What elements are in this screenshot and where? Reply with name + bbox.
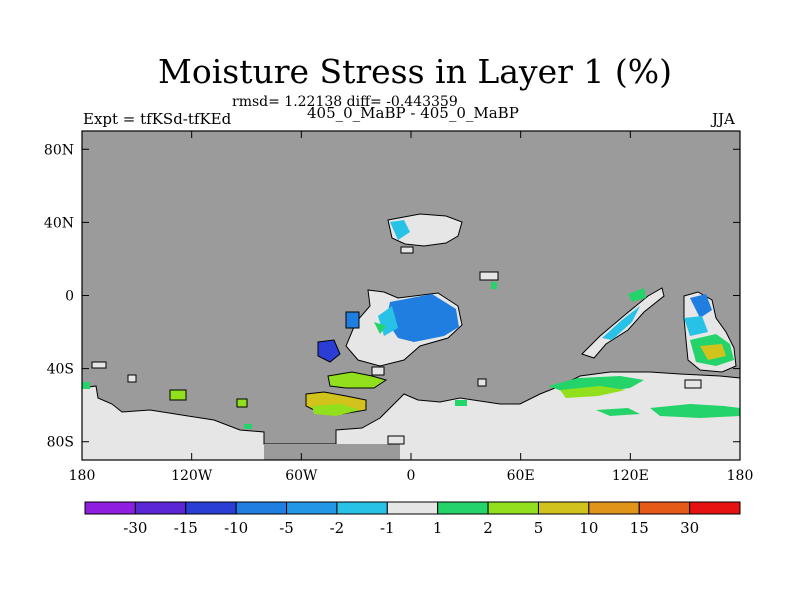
region-south-yellowgreen — [312, 404, 360, 416]
region-south-green-far — [650, 404, 740, 418]
region-central-blue — [386, 294, 459, 342]
colorbar-swatch — [336, 501, 388, 515]
colorbar-label: 15 — [630, 519, 649, 537]
colorbar-swatch — [286, 501, 338, 515]
y-tick-label: 0 — [65, 289, 74, 305]
region-small-green-2 — [169, 389, 187, 401]
colorbar-label: -5 — [279, 519, 294, 537]
x-tick-label: 0 — [407, 468, 416, 484]
region-small-light-3 — [684, 379, 702, 389]
region-small-light-4 — [91, 361, 107, 369]
axes: 180 120W 60W 0 60E 120E 180 80N 40N 0 40S 80S — [44, 131, 753, 484]
colorbar-swatch — [689, 501, 741, 515]
colorbar: -30 -15 -10 -5 -2 -1 1 2 5 10 15 30 — [84, 501, 741, 537]
y-tick-label: 40S — [47, 362, 74, 378]
x-tick-label: 180 — [69, 468, 96, 484]
region-northern-light — [387, 213, 463, 247]
x-tick-label: 60E — [507, 468, 535, 484]
colorbar-label: -2 — [330, 519, 345, 537]
region-small-light-6 — [477, 378, 487, 387]
region-small-green-3 — [236, 398, 248, 408]
map-panel — [81, 130, 741, 461]
region-lower-green — [327, 371, 388, 389]
region-band-step — [387, 435, 405, 445]
season-label: JJA — [712, 110, 735, 128]
region-small-light-1 — [400, 246, 414, 254]
region-small-green-4 — [82, 382, 90, 389]
y-tick-label: 80N — [44, 142, 74, 158]
colorbar-swatch — [386, 501, 439, 515]
colorbar-swatch — [537, 501, 590, 515]
region-northern-blue — [390, 220, 410, 240]
region-small-light-5 — [127, 374, 137, 383]
colorbar-swatch — [437, 501, 489, 515]
colorbar-label: 2 — [483, 519, 493, 537]
x-tick-label: 180 — [727, 468, 754, 484]
colorbar-label: -1 — [380, 519, 395, 537]
colorbar-swatch — [638, 501, 691, 515]
region-small-green-5 — [455, 400, 467, 406]
region-band-notch — [264, 444, 400, 460]
experiment-label: Expt = tfKSd-tfKEd — [83, 110, 232, 128]
colorbar-label: 5 — [534, 519, 544, 537]
region-small-light-2 — [479, 271, 499, 281]
region-south-yellowgreen-east — [560, 386, 626, 398]
x-tick-label: 120E — [612, 468, 649, 484]
region-dark-blue — [317, 339, 341, 363]
region-east-strip-green — [628, 288, 646, 302]
colorbar-label: -15 — [174, 519, 198, 537]
region-south-green-mid — [596, 408, 640, 416]
colorbar-label: -30 — [123, 519, 147, 537]
chart-subtitle: 405_0_MaBP - 405_0_MaBP — [307, 104, 519, 122]
stats-label: rmsd= 1.22138 diff= -0.443359 — [232, 94, 458, 110]
region-australia-blue — [690, 294, 712, 318]
colorbar-label: 10 — [579, 519, 598, 537]
region-lower-light — [371, 366, 385, 376]
region-east-strip-cyan — [602, 306, 640, 340]
colorbar-swatch — [134, 501, 187, 515]
colorbar-swatch — [185, 501, 237, 515]
colorbar-swatch — [487, 501, 539, 515]
chart-title: Moisture Stress in Layer 1 (%) — [158, 52, 672, 91]
region-australia-yellow — [700, 344, 726, 360]
region-left-blue — [345, 311, 360, 329]
colorbar-swatch — [235, 501, 288, 515]
region-australia-cyan — [684, 316, 708, 336]
region-central-green — [374, 322, 386, 334]
colorbar-label: -10 — [224, 519, 248, 537]
colorbar-swatch — [84, 501, 136, 515]
region-small-green-6 — [244, 424, 252, 429]
x-tick-label: 60W — [285, 468, 318, 484]
x-tick-label: 120W — [171, 468, 213, 484]
y-tick-label: 40N — [44, 215, 74, 231]
y-tick-label: 80S — [47, 435, 74, 451]
colorbar-label: 1 — [433, 519, 443, 537]
colorbar-swatch — [588, 501, 640, 515]
region-small-green-1 — [491, 282, 497, 289]
colorbar-label: 30 — [680, 519, 699, 537]
